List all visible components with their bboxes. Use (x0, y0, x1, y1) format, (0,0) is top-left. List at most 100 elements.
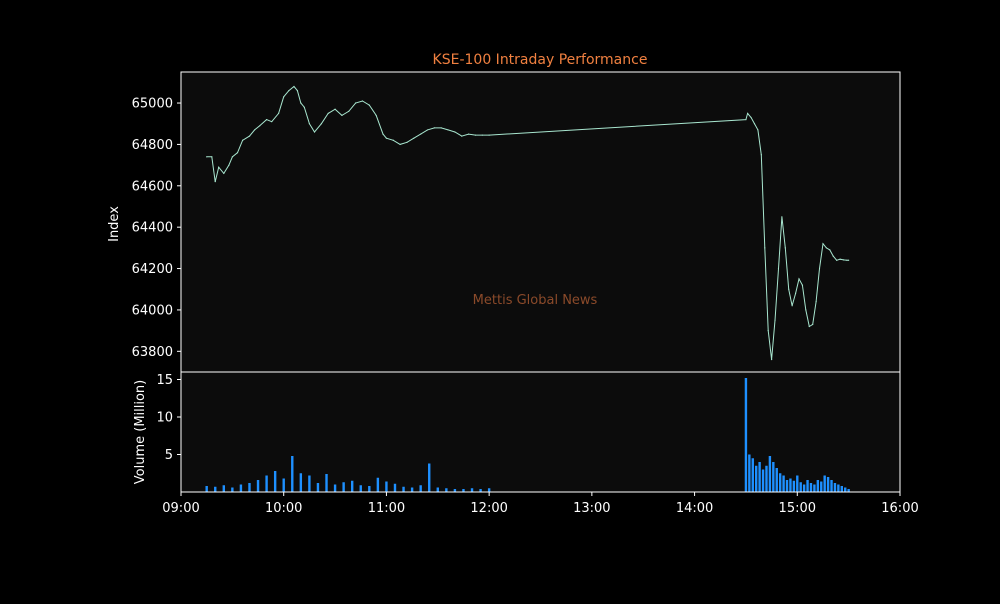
index-point (320, 123, 322, 125)
price-y-tick-label: 64200 (132, 262, 173, 277)
index-point (771, 358, 773, 361)
index-point (406, 141, 408, 143)
volume-bar (758, 462, 761, 492)
volume-bar (816, 480, 820, 492)
index-point (385, 137, 388, 139)
volume-bar (308, 475, 311, 492)
index-point (355, 102, 357, 104)
x-tick-label: 10:00 (265, 501, 302, 516)
volume-bar (231, 487, 234, 492)
index-point (308, 123, 310, 125)
volume-bar (775, 468, 778, 492)
index-point (794, 292, 797, 294)
index-point (382, 133, 384, 135)
volume-bar (744, 378, 748, 492)
volume-bar (820, 481, 823, 492)
index-point (426, 129, 429, 131)
index-point (293, 85, 295, 88)
volume-bar (751, 458, 754, 492)
volume-bar (796, 475, 799, 492)
volume-bar (802, 484, 806, 492)
volume-bar (772, 462, 775, 492)
index-point (259, 125, 261, 127)
price-y-tick-label: 64600 (132, 179, 173, 194)
volume-bar (214, 486, 217, 492)
index-point (848, 259, 850, 261)
index-point (481, 134, 483, 136)
x-tick-label: 16:00 (881, 501, 918, 516)
index-point (822, 243, 824, 245)
volume-bar (368, 486, 371, 492)
volume-bar (428, 463, 431, 492)
volume-bar (256, 480, 260, 492)
index-point (784, 247, 786, 249)
volume-bar (840, 486, 843, 492)
volume-bar (792, 480, 796, 492)
index-point (288, 90, 290, 92)
index-point (313, 131, 316, 133)
index-point (488, 134, 490, 136)
volume-bar (239, 484, 243, 492)
index-point (254, 129, 256, 131)
index-point (805, 309, 807, 311)
index-point (774, 319, 776, 321)
index-point (747, 112, 749, 114)
index-point (832, 255, 834, 257)
price-panel-background (181, 72, 900, 372)
index-point (808, 325, 810, 328)
volume-y-tick-label: 15 (156, 373, 173, 388)
volume-series-group (205, 378, 850, 492)
index-point (447, 129, 449, 131)
index-point (296, 90, 299, 92)
index-point (839, 258, 841, 260)
index-point (413, 137, 415, 139)
index-point (812, 323, 814, 326)
price-y-tick-label: 64400 (132, 221, 173, 236)
index-point (836, 259, 838, 261)
index-point (777, 267, 780, 270)
index-point (277, 112, 280, 114)
x-tick-label: 09:00 (162, 501, 199, 516)
index-point (375, 114, 377, 117)
volume-bar (385, 481, 388, 492)
index-point (846, 259, 848, 261)
price-series-group (206, 85, 850, 361)
index-point (242, 139, 244, 141)
index-point (461, 135, 463, 137)
volume-bar (410, 487, 414, 492)
volume-panel-background (181, 372, 900, 492)
x-tick-label: 13:00 (573, 501, 610, 516)
volume-bar (830, 480, 833, 492)
x-tick-label: 11:00 (368, 501, 405, 516)
index-point (818, 267, 821, 270)
volume-bar (789, 478, 792, 492)
index-point (248, 135, 251, 137)
volume-y-tick-label: 10 (156, 411, 173, 426)
index-point (283, 96, 285, 98)
volume-bar (847, 489, 850, 492)
price-y-axis-label: Index (107, 206, 122, 242)
volume-bar (809, 483, 813, 492)
index-point (361, 100, 364, 102)
index-point (440, 127, 442, 129)
volume-bar (273, 471, 277, 492)
index-point (474, 134, 477, 136)
index-point (392, 139, 394, 141)
volume-bar (265, 475, 268, 492)
volume-bar (826, 477, 830, 492)
volume-bar (453, 489, 457, 492)
volume-bar (768, 456, 772, 492)
volume-bar (487, 488, 491, 492)
volume-bar (436, 487, 439, 492)
index-point (842, 259, 845, 261)
volume-bar (778, 473, 782, 492)
index-point (368, 104, 370, 106)
volume-bar (755, 465, 758, 492)
index-point (420, 133, 422, 135)
x-tick-label: 15:00 (779, 501, 816, 516)
volume-bar (248, 483, 251, 492)
index-point (303, 106, 305, 108)
index-point (271, 121, 273, 123)
volume-bar (359, 485, 362, 492)
volume-bar (765, 465, 768, 492)
